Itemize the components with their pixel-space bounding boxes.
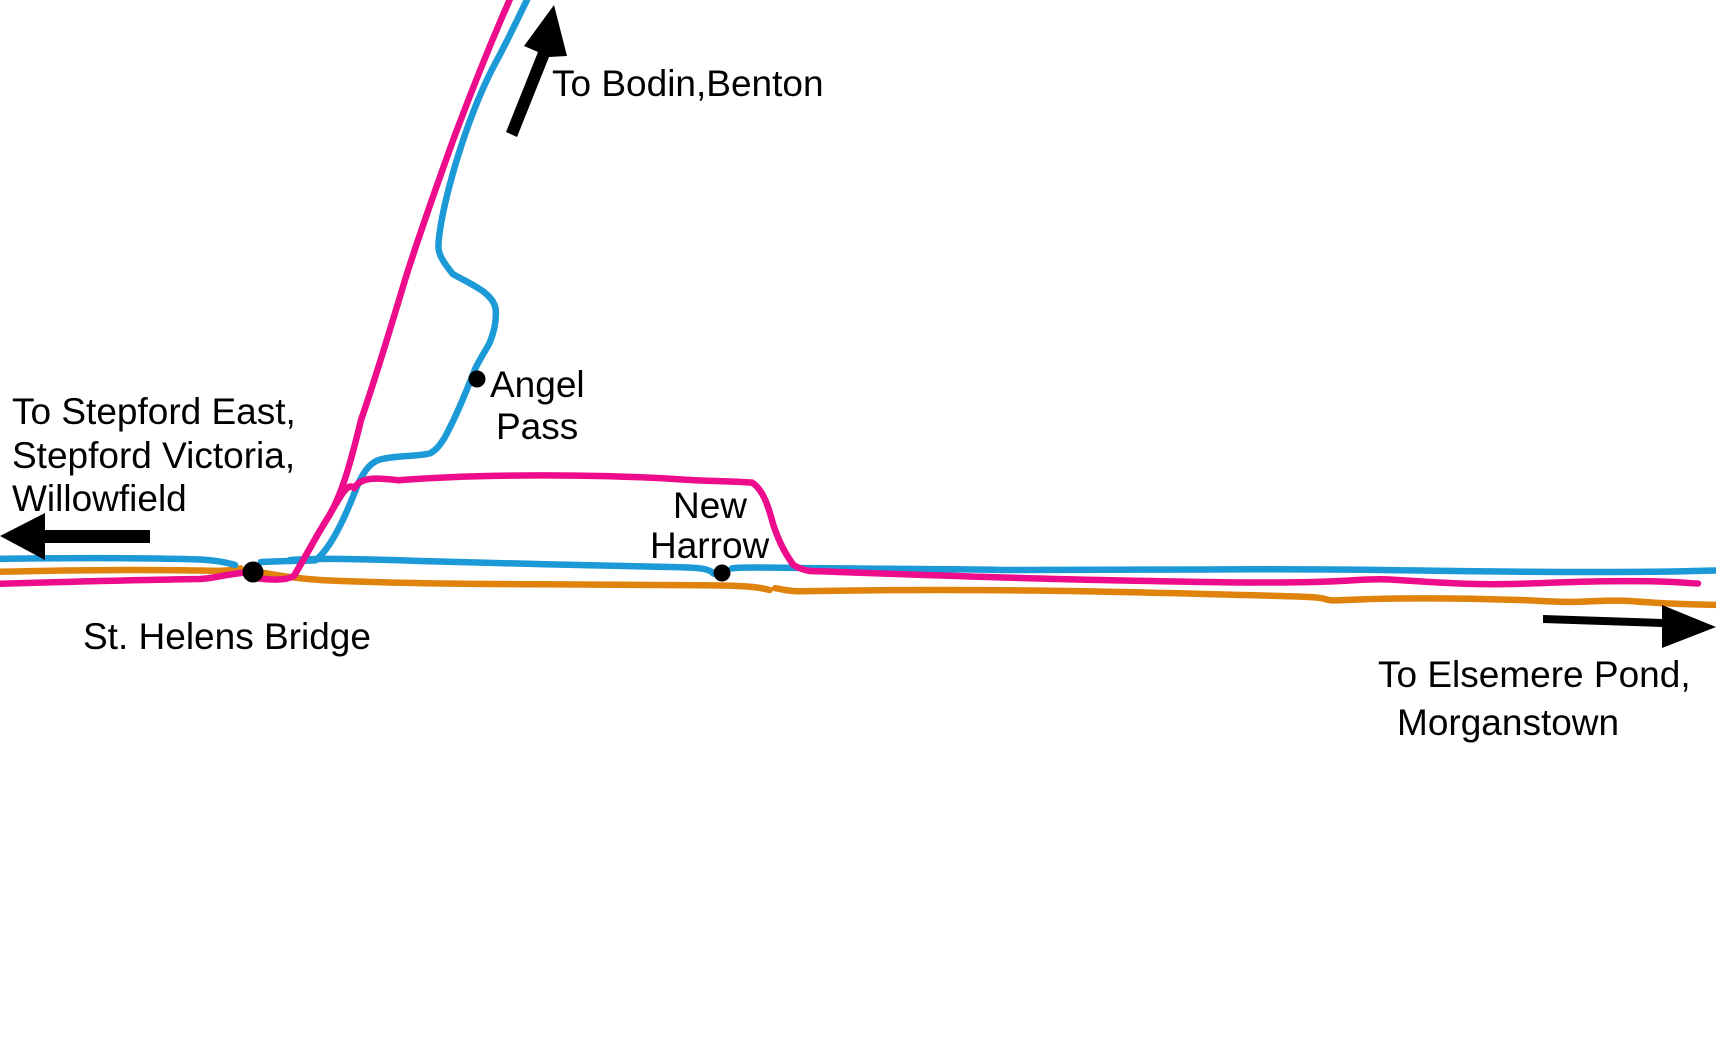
svg-text:To Bodin,Benton: To Bodin,Benton: [552, 63, 824, 104]
svg-text:New: New: [673, 485, 747, 526]
svg-text:Angel: Angel: [490, 364, 585, 405]
svg-text:St. Helens Bridge: St. Helens Bridge: [83, 616, 371, 657]
svg-text:Pass: Pass: [496, 406, 578, 447]
svg-text:To Elsemere Pond,: To Elsemere Pond,: [1378, 654, 1691, 695]
svg-text:To Stepford East,: To Stepford East,: [12, 391, 296, 432]
svg-text:Willowfield: Willowfield: [12, 478, 187, 519]
svg-text:Harrow: Harrow: [650, 525, 770, 566]
svg-text:Stepford Victoria,: Stepford Victoria,: [12, 435, 295, 476]
svg-text:Morganstown: Morganstown: [1397, 702, 1619, 743]
